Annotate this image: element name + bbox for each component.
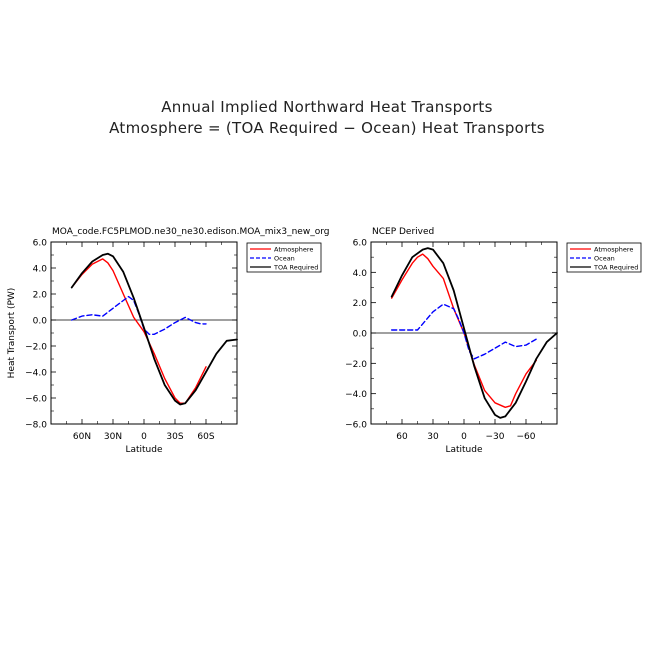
- x-tick-label: 60N: [73, 432, 91, 442]
- legend-label: TOA Required: [593, 264, 638, 272]
- panel-title: NCEP Derived: [372, 227, 434, 237]
- y-tick-label: 2.0: [33, 291, 48, 301]
- y-tick-label: 6.0: [353, 239, 368, 249]
- y-tick-label: −6.0: [25, 395, 47, 405]
- y-tick-label: 4.0: [33, 265, 48, 275]
- legend-label: Ocean: [274, 255, 295, 263]
- y-tick-label: 0.0: [353, 330, 368, 340]
- x-tick-label: 60S: [197, 432, 214, 442]
- y-tick-label: −8.0: [25, 421, 47, 431]
- x-axis-label: Latitude: [445, 445, 483, 455]
- x-tick-label: −30: [486, 432, 505, 442]
- y-tick-label: −2.0: [25, 343, 47, 353]
- x-tick-label: 0: [461, 432, 467, 442]
- x-tick-label: 60: [396, 432, 408, 442]
- series-line-ocean: [391, 303, 537, 360]
- y-tick-label: 4.0: [353, 269, 368, 279]
- x-tick-label: −60: [517, 432, 536, 442]
- series-line-atmosphere: [391, 253, 537, 408]
- y-tick-label: −4.0: [25, 369, 47, 379]
- series-line-atmosphere: [70, 258, 207, 404]
- chart-panel-2: 6.0 4.0 2.0 0.0 −2.0 −4.0 −6.0 60 30 0 −30 −60 Latit…: [345, 227, 642, 455]
- panel-title: MOA_code.FC5PLMOD.ne30_ne30.edison.MOA_m…: [52, 227, 329, 237]
- x-axis-label: Latitude: [125, 445, 163, 455]
- chart-panel-1: 6.0 4.0 2.0 0.0 −2.0 −4.0 −6.0 −8.0 60N 30N 0 30S 60…: [7, 227, 329, 455]
- x-tick-label: 30S: [166, 432, 183, 442]
- y-tick-label: 0.0: [33, 317, 48, 327]
- legend-label: TOA Required: [273, 264, 318, 272]
- y-tick-label: −6.0: [345, 421, 367, 431]
- y-axis-label: Heat Transport (PW): [7, 288, 17, 379]
- figure-title-line-2: Atmosphere = (TOA Required − Ocean) Heat…: [109, 119, 545, 137]
- y-tick-label: 2.0: [353, 299, 368, 309]
- x-tick-label: 30N: [104, 432, 122, 442]
- y-tick-label: −2.0: [345, 360, 367, 370]
- x-tick-label: 0: [141, 432, 147, 442]
- legend-label: Atmosphere: [594, 246, 633, 254]
- series-line-toa-required: [70, 252, 238, 406]
- y-tick-label: −4.0: [345, 390, 367, 400]
- legend-label: Ocean: [594, 255, 615, 263]
- legend-label: Atmosphere: [274, 246, 313, 254]
- figure-title-line-1: Annual Implied Northward Heat Transports: [161, 98, 493, 116]
- x-tick-label: 30: [427, 432, 439, 442]
- series-line-toa-required: [390, 247, 558, 419]
- y-tick-label: 6.0: [33, 239, 48, 249]
